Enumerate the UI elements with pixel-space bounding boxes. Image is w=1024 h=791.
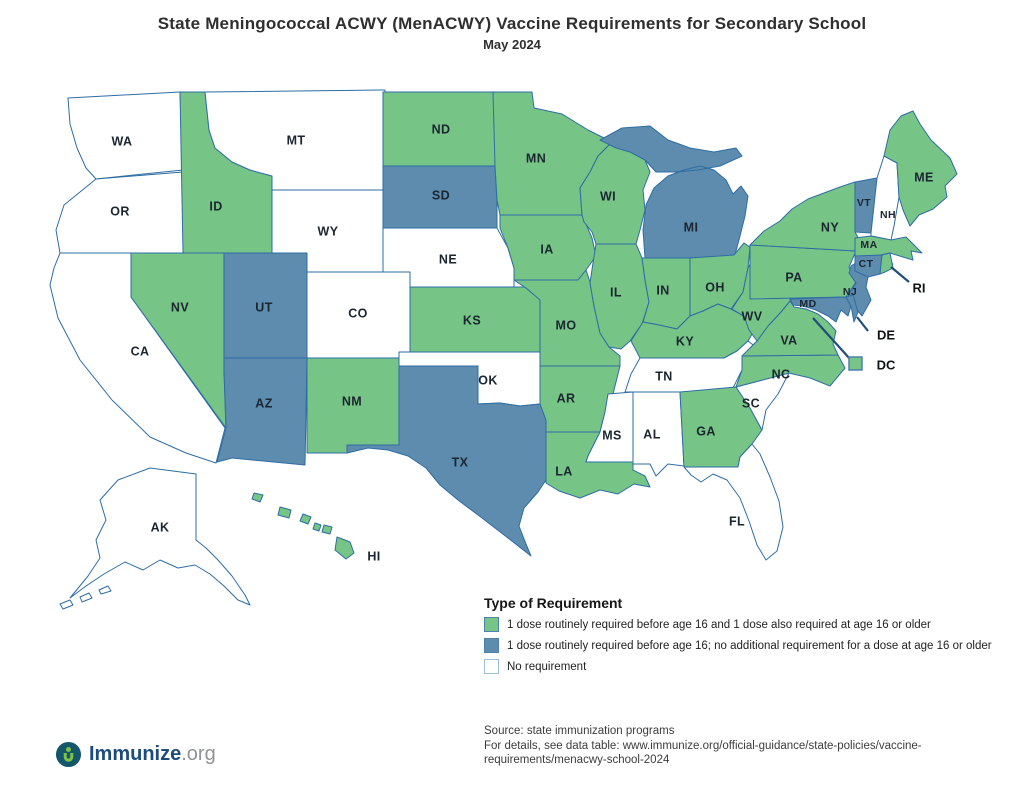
state-label-fl: FL xyxy=(729,514,745,528)
state-label-ga: GA xyxy=(696,424,716,438)
callout-line-dc xyxy=(812,317,851,360)
state-label-nc: NC xyxy=(772,367,791,381)
state-label-ms: MS xyxy=(602,428,622,442)
state-label-al: AL xyxy=(643,427,660,441)
state-mi xyxy=(599,125,749,259)
header: State Meningococcal ACWY (MenACWY) Vacci… xyxy=(0,14,1024,52)
legend-swatch-blue xyxy=(484,638,499,653)
state-label-de: DE xyxy=(877,327,895,342)
state-label-or: OR xyxy=(110,204,130,218)
state-pa xyxy=(749,244,857,300)
state-label-ma: MA xyxy=(860,239,877,251)
callout-line-ri xyxy=(890,266,910,283)
state-label-il: IL xyxy=(610,285,622,299)
legend-label-both: 1 dose routinely required before age 16 … xyxy=(507,618,931,631)
state-label-mo: MO xyxy=(556,318,577,332)
legend-swatch-white xyxy=(484,659,499,674)
state-label-ak: AK xyxy=(151,520,170,534)
state-label-nh: NH xyxy=(880,209,896,221)
state-label-tx: TX xyxy=(452,455,469,469)
state-label-md: MD xyxy=(799,298,816,310)
state-label-ks: KS xyxy=(463,313,481,327)
immunize-logo: Immunize.org xyxy=(55,741,216,768)
state-label-az: AZ xyxy=(255,396,272,410)
state-label-wv: WV xyxy=(742,309,763,323)
state-label-pa: PA xyxy=(785,270,802,284)
state-label-ia: IA xyxy=(540,242,553,256)
state-label-ky: KY xyxy=(676,334,694,348)
state-me xyxy=(883,110,958,227)
state-label-mi: MI xyxy=(684,220,699,234)
source-line-3: requirements/menacwy-school-2024 xyxy=(484,754,670,766)
page-title: State Meningococcal ACWY (MenACWY) Vacci… xyxy=(157,14,867,33)
state-label-nj: NJ xyxy=(843,286,857,298)
state-label-mt: MT xyxy=(287,133,306,147)
state-fl xyxy=(683,443,784,561)
immunize-logo-icon xyxy=(55,741,82,768)
state-hi xyxy=(251,492,355,560)
callout-line-de xyxy=(856,316,869,332)
legend-item-before16: 1 dose routinely required before age 16;… xyxy=(484,638,992,653)
state-label-hi: HI xyxy=(367,549,380,563)
logo-wordmark: Immunize.org xyxy=(89,743,216,766)
state-label-wa: WA xyxy=(112,134,133,148)
state-label-in: IN xyxy=(656,283,669,297)
state-label-mn: MN xyxy=(526,151,546,165)
state-swatch-dc xyxy=(848,356,863,371)
state-label-vt: VT xyxy=(857,197,871,209)
state-label-la: LA xyxy=(555,464,572,478)
state-label-dc: DC xyxy=(877,357,896,372)
state-label-ny: NY xyxy=(821,220,839,234)
state-label-nv: NV xyxy=(171,300,189,314)
logo-name: Immunize xyxy=(89,743,182,765)
state-ct xyxy=(854,254,883,278)
state-label-ut: UT xyxy=(255,300,272,314)
state-label-wi: WI xyxy=(600,189,616,203)
state-label-ct: CT xyxy=(859,258,874,270)
state-label-co: CO xyxy=(348,306,368,320)
logo-suffix: .org xyxy=(181,743,216,765)
state-label-sd: SD xyxy=(432,188,450,202)
page-subtitle: May 2024 xyxy=(483,37,541,52)
state-label-wy: WY xyxy=(318,224,339,238)
state-label-oh: OH xyxy=(705,280,725,294)
legend-item-both: 1 dose routinely required before age 16 … xyxy=(484,617,992,632)
state-label-nd: ND xyxy=(432,122,451,136)
state-tx xyxy=(346,365,547,557)
state-label-id: ID xyxy=(209,199,222,213)
state-label-ri: RI xyxy=(913,280,926,295)
legend-label-none: No requirement xyxy=(507,660,587,673)
state-label-ca: CA xyxy=(131,344,150,358)
state-label-me: ME xyxy=(914,170,934,184)
state-az xyxy=(216,357,308,466)
state-ak xyxy=(59,467,251,610)
legend-swatch-green xyxy=(484,617,499,632)
state-tn xyxy=(624,340,758,393)
source-line-1: Source: state immunization programs xyxy=(484,725,675,737)
legend-label-before16: 1 dose routinely required before age 16;… xyxy=(507,639,992,652)
source-line-2: For details, see data table: www.immuniz… xyxy=(484,739,922,752)
source-note: Source: state immunization programs For … xyxy=(484,724,922,768)
legend: Type of Requirement 1 dose routinely req… xyxy=(484,595,992,680)
state-label-ok: OK xyxy=(478,373,498,387)
state-label-va: VA xyxy=(780,333,797,347)
legend-item-none: No requirement xyxy=(484,659,992,674)
state-nc xyxy=(735,354,846,388)
state-wi xyxy=(579,141,651,245)
legend-title: Type of Requirement xyxy=(484,595,623,611)
state-label-nm: NM xyxy=(342,394,362,408)
state-nh xyxy=(870,155,900,241)
state-ri xyxy=(879,252,894,275)
state-label-sc: SC xyxy=(742,396,760,410)
state-label-ne: NE xyxy=(439,252,457,266)
state-sd xyxy=(382,165,498,229)
state-label-tn: TN xyxy=(655,369,672,383)
state-label-ar: AR xyxy=(557,391,576,405)
state-de xyxy=(845,294,859,323)
